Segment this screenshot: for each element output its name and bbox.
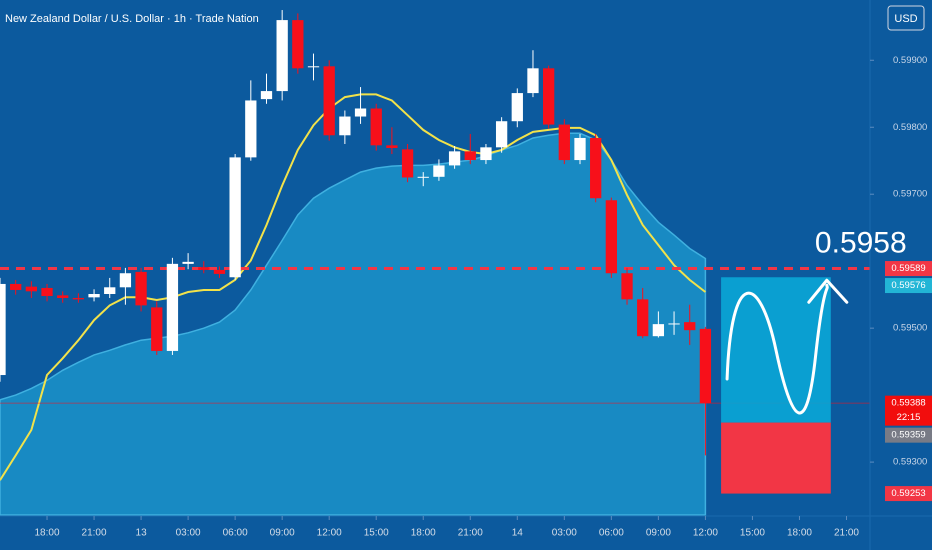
candle-body xyxy=(104,287,116,294)
candle-body xyxy=(417,176,429,178)
x-tick-label: 09:00 xyxy=(646,528,671,539)
candle-body xyxy=(370,108,382,146)
projection-curve xyxy=(725,283,829,415)
candle-body xyxy=(684,322,696,331)
candle-body xyxy=(354,108,367,117)
candle-body xyxy=(605,200,617,274)
price-tag xyxy=(885,278,932,294)
candle-body xyxy=(10,283,22,290)
ma-line xyxy=(0,93,707,481)
x-tick-label: 21:00 xyxy=(834,528,859,539)
projection-arrow xyxy=(807,278,849,304)
currency-label[interactable]: USD xyxy=(894,13,917,25)
candle-body xyxy=(699,328,712,404)
x-tick-label: 18:00 xyxy=(411,528,436,539)
candle-body xyxy=(574,137,586,161)
candle-body xyxy=(245,100,257,158)
candle-body xyxy=(590,137,602,199)
candle-body xyxy=(652,324,665,337)
candle-body xyxy=(527,68,539,94)
x-tick-label: 21:00 xyxy=(82,528,107,539)
candle-body xyxy=(166,263,179,351)
candle-body xyxy=(135,271,147,306)
y-tick-label: 0.59900 xyxy=(893,55,927,66)
x-tick-label: 13 xyxy=(136,528,148,539)
candle-body xyxy=(198,267,210,270)
candle-body xyxy=(0,283,6,376)
candle-body xyxy=(182,261,194,264)
price-tag-label: 0.59253 xyxy=(891,488,925,499)
x-tick-label: 18:00 xyxy=(787,528,812,539)
x-tick-label: 18:00 xyxy=(35,528,60,539)
plot-area xyxy=(0,10,870,516)
stop-zone xyxy=(721,422,831,494)
price-tag xyxy=(885,486,932,502)
x-tick-label: 12:00 xyxy=(317,528,342,539)
y-tick-label: 0.59500 xyxy=(893,323,927,334)
y-tick-label: 0.59800 xyxy=(893,122,927,133)
candle-body xyxy=(213,269,226,274)
candle-body xyxy=(668,323,680,325)
candle-body xyxy=(57,295,69,299)
x-tick-label: 14 xyxy=(512,528,524,539)
candle-body xyxy=(558,124,570,161)
price-tag xyxy=(885,395,932,426)
candle-body xyxy=(229,157,241,278)
candle-body xyxy=(151,307,163,351)
candle-body xyxy=(637,299,649,337)
price-tag xyxy=(885,427,932,443)
x-tick-label: 12:00 xyxy=(693,528,718,539)
candle-body xyxy=(543,68,555,125)
price-tag xyxy=(885,261,932,277)
candle-body xyxy=(260,91,273,100)
x-tick-label: 15:00 xyxy=(364,528,389,539)
x-tick-label: 03:00 xyxy=(552,528,577,539)
candle-body xyxy=(25,286,37,292)
x-tick-label: 06:00 xyxy=(599,528,624,539)
candle-body xyxy=(292,20,304,69)
x-tick-label: 09:00 xyxy=(270,528,295,539)
candle-body xyxy=(480,147,492,161)
candle-body xyxy=(119,273,132,288)
candle-body xyxy=(339,116,351,136)
y-tick-label: 0.59700 xyxy=(893,189,927,200)
candle-body xyxy=(621,273,633,300)
y-tick-label: 0.59300 xyxy=(893,457,927,468)
x-tick-label: 06:00 xyxy=(223,528,248,539)
x-tick-label: 03:00 xyxy=(176,528,201,539)
candle-body xyxy=(276,20,288,92)
candle-body xyxy=(464,151,476,161)
currency-button[interactable]: USD xyxy=(887,5,925,31)
chart-title: New Zealand Dollar / U.S. Dollar · 1h · … xyxy=(5,13,259,25)
candle-body xyxy=(495,121,508,148)
candle-body xyxy=(307,66,320,68)
candle-body xyxy=(386,145,398,149)
price-tag-label: 0.59589 xyxy=(891,263,925,274)
candle-body xyxy=(401,149,414,178)
candle-body xyxy=(88,293,100,298)
x-tick-label: 15:00 xyxy=(740,528,765,539)
price-tag-label: 0.59388 xyxy=(891,398,925,409)
annotation: 0.5958 xyxy=(815,226,907,259)
x-tick-label: 21:00 xyxy=(458,528,483,539)
candle-body xyxy=(511,93,523,122)
candle-body xyxy=(448,151,461,166)
candle-body xyxy=(433,165,445,177)
candle-body xyxy=(323,66,335,136)
candle-body xyxy=(41,287,53,297)
currency-button-frame[interactable] xyxy=(887,5,925,31)
countdown: 22:15 xyxy=(897,412,921,423)
price-tag-label: 0.59359 xyxy=(891,430,925,441)
candle-body xyxy=(72,298,85,300)
ma-area xyxy=(0,132,707,516)
price-tag-label: 0.59576 xyxy=(891,280,925,291)
